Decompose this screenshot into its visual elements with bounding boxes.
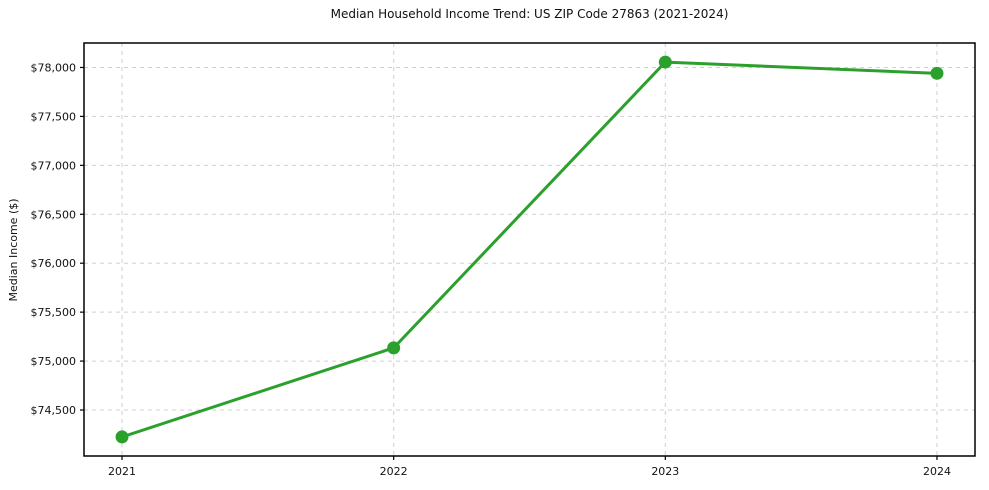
x-tick-label: 2024 xyxy=(923,465,951,478)
y-tick-label: $78,000 xyxy=(31,61,77,74)
y-tick-label: $77,000 xyxy=(31,159,77,172)
y-tick-label: $76,000 xyxy=(31,257,77,270)
y-tick-label: $75,000 xyxy=(31,355,77,368)
y-tick-label: $74,500 xyxy=(31,404,77,417)
trend-line xyxy=(121,60,938,439)
y-tick-label: $75,500 xyxy=(31,306,77,319)
y-tick-label: $76,500 xyxy=(31,208,77,221)
data-point-2021 xyxy=(115,430,129,444)
x-tick-label: 2022 xyxy=(380,465,408,478)
x-tick-label: 2023 xyxy=(651,465,679,478)
data-point-2024 xyxy=(930,66,944,80)
x-tick-label: 2021 xyxy=(108,465,136,478)
data-point-2022 xyxy=(387,341,401,355)
y-tick-label: $77,500 xyxy=(31,110,77,123)
chart-title: Median Household Income Trend: US ZIP Co… xyxy=(330,7,729,21)
plot-border xyxy=(83,42,976,457)
data-point-2023 xyxy=(658,55,672,69)
